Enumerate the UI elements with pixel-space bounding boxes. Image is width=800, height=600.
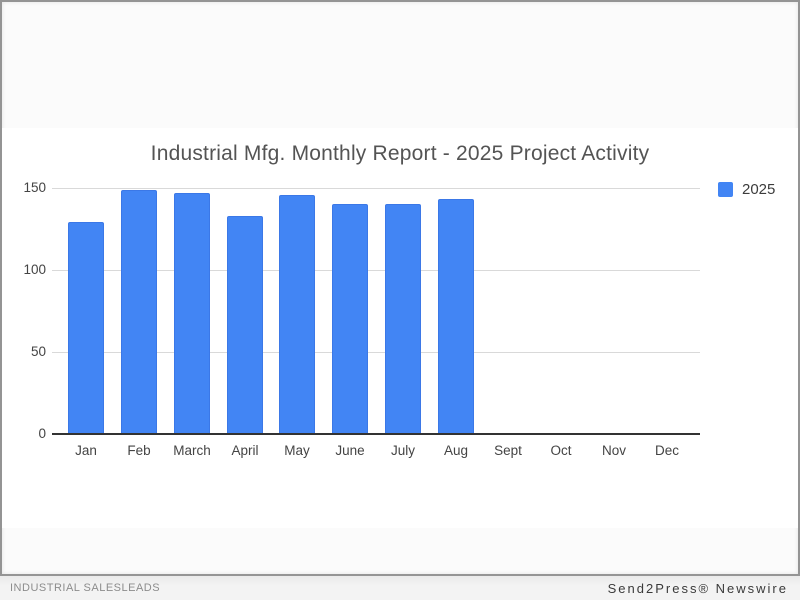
gridline-100 [52,270,700,271]
x-tick-label-oct: Oct [550,443,572,458]
bar-july [385,204,421,434]
plot-area: 0 50 100 150 Jan Feb March April May June July Aug S… [23,180,700,458]
x-tick-label-april: April [231,443,259,458]
x-tick-label-march: March [173,443,211,458]
x-tick-label-jan: Jan [75,443,97,458]
footer-source-label: INDUSTRIAL SALESLEADS [10,582,161,594]
bar-march [174,193,210,434]
x-tick-label-may: May [284,443,310,458]
y-tick-label-0: 0 [38,426,46,441]
legend-swatch-2025-icon [718,182,733,197]
y-tick-label-100: 100 [23,262,46,277]
x-tick-label-dec: Dec [654,443,679,458]
x-tick-label-nov: Nov [601,443,626,458]
bar-aug [438,199,474,434]
bar-jan [68,222,104,434]
x-tick-label-feb: Feb [127,443,151,458]
chart-card: Industrial Mfg. Monthly Report - 2025 Pr… [0,0,800,576]
gridline-150 [52,188,700,189]
y-tick-label-50: 50 [30,344,46,359]
x-axis-line [52,433,700,435]
y-tick-label-150: 150 [23,180,46,195]
bar-may [279,195,315,434]
bar-april [227,216,263,434]
x-tick-label-june: June [335,443,365,458]
footer-bar: INDUSTRIAL SALESLEADS Send2Press® Newswi… [0,576,800,600]
gridline-50 [52,352,700,353]
chart-title: Industrial Mfg. Monthly Report - 2025 Pr… [150,142,650,165]
x-tick-label-aug: Aug [443,443,469,458]
legend: 2025 [718,181,775,198]
bar-june [332,204,368,434]
bar-feb [121,190,157,434]
x-tick-label-july: July [390,443,415,458]
x-tick-label-sept: Sept [494,443,522,458]
legend-label: 2025 [742,181,776,198]
footer-newswire-label: Send2Press® Newswire [607,580,788,596]
